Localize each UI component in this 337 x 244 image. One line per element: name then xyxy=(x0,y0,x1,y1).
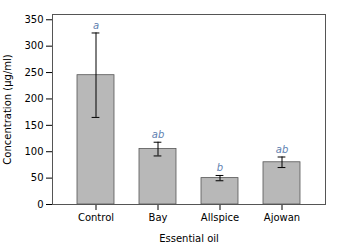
svg-text:250: 250 xyxy=(24,67,43,78)
svg-text:300: 300 xyxy=(24,40,43,51)
svg-text:50: 50 xyxy=(31,172,44,183)
svg-text:Essential oil: Essential oil xyxy=(159,233,219,244)
svg-text:Concentration (μg/ml): Concentration (μg/ml) xyxy=(2,54,13,164)
svg-text:a: a xyxy=(93,20,99,31)
svg-text:b: b xyxy=(217,162,223,173)
svg-text:ab: ab xyxy=(276,144,288,155)
svg-text:200: 200 xyxy=(24,93,43,104)
svg-text:Bay: Bay xyxy=(149,212,168,223)
svg-text:0: 0 xyxy=(37,199,43,210)
svg-text:Control: Control xyxy=(78,212,114,223)
svg-text:150: 150 xyxy=(24,120,43,131)
svg-text:ab: ab xyxy=(152,129,164,140)
svg-text:350: 350 xyxy=(24,14,43,25)
svg-text:100: 100 xyxy=(24,146,43,157)
svg-text:Allspice: Allspice xyxy=(201,212,239,223)
svg-text:Ajowan: Ajowan xyxy=(264,212,300,223)
